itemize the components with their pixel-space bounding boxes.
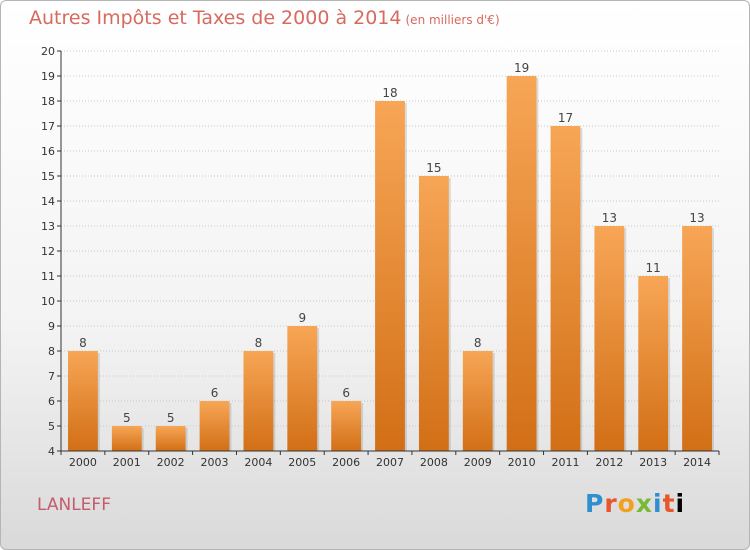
data-label: 15: [426, 161, 441, 175]
y-tick-label: 19: [41, 70, 55, 83]
y-tick-label: 9: [48, 320, 55, 333]
logo-letter: r: [604, 489, 618, 518]
bar: [682, 226, 712, 451]
bar: [506, 76, 537, 451]
bar: [155, 426, 186, 451]
data-label: 19: [514, 61, 529, 75]
x-tick-label: 2004: [244, 456, 272, 469]
logo-letter: i: [675, 489, 686, 518]
y-tick-label: 18: [41, 95, 55, 108]
x-tick-label: 2005: [288, 456, 316, 469]
y-tick-label: 15: [41, 170, 55, 183]
y-tick-label: 20: [41, 45, 55, 58]
chart-title: Autres Impôts et Taxes de 2000 à 2014 (en…: [29, 7, 500, 29]
y-tick-label: 10: [41, 295, 55, 308]
bar: [68, 351, 98, 451]
x-tick-label: 2011: [551, 456, 579, 469]
y-tick-label: 16: [41, 145, 55, 158]
bar: [199, 401, 230, 451]
y-tick-label: 12: [41, 245, 55, 258]
x-tick-label: 2007: [376, 456, 404, 469]
bar: [418, 176, 449, 451]
data-label: 8: [474, 336, 482, 350]
chart-title-text: Autres Impôts et Taxes de 2000 à 2014: [29, 7, 402, 29]
bar: [243, 351, 274, 451]
bar: [287, 326, 318, 451]
data-label: 13: [602, 211, 617, 225]
y-tick-label: 17: [41, 120, 55, 133]
x-tick-label: 2014: [683, 456, 711, 469]
x-tick-label: 2009: [464, 456, 492, 469]
logo-letter: x: [635, 489, 653, 518]
y-tick-label: 11: [41, 270, 55, 283]
x-tick-label: 2001: [113, 456, 141, 469]
data-label: 17: [558, 111, 573, 125]
data-label: 18: [382, 86, 397, 100]
data-label: 8: [79, 336, 87, 350]
y-tick-label: 14: [41, 195, 55, 208]
y-tick-label: 13: [41, 220, 55, 233]
data-label: 13: [689, 211, 704, 225]
data-label: 11: [646, 261, 661, 275]
bar: [638, 276, 669, 451]
data-label: 5: [167, 411, 175, 425]
x-tick-label: 2000: [69, 456, 97, 469]
chart-subtitle: (en milliers d'€): [405, 13, 500, 27]
y-tick-label: 5: [48, 420, 55, 433]
data-label: 9: [298, 311, 306, 325]
logo-letter: P: [585, 489, 605, 518]
bar: [594, 226, 625, 451]
data-label: 6: [211, 386, 219, 400]
y-tick-label: 4: [48, 445, 55, 458]
bar: [462, 351, 493, 451]
logo-letter: i: [653, 489, 663, 518]
bar: [111, 426, 142, 451]
y-tick-label: 8: [48, 345, 55, 358]
x-tick-label: 2006: [332, 456, 360, 469]
y-tick-label: 6: [48, 395, 55, 408]
logo-letter: t: [662, 489, 676, 518]
x-tick-label: 2003: [201, 456, 229, 469]
x-tick-label: 2002: [157, 456, 185, 469]
data-label: 8: [255, 336, 263, 350]
proxiti-logo: Proxiti: [585, 489, 685, 518]
x-tick-label: 2013: [639, 456, 667, 469]
logo-letter: o: [617, 489, 636, 518]
bar: [550, 126, 581, 451]
data-label: 5: [123, 411, 131, 425]
bar: [331, 401, 362, 451]
data-label: 6: [342, 386, 350, 400]
x-tick-label: 2008: [420, 456, 448, 469]
city-name: LANLEFF: [37, 495, 111, 515]
x-tick-label: 2010: [508, 456, 536, 469]
x-tick-label: 2012: [595, 456, 623, 469]
bar: [375, 101, 405, 451]
y-tick-label: 7: [48, 370, 55, 383]
